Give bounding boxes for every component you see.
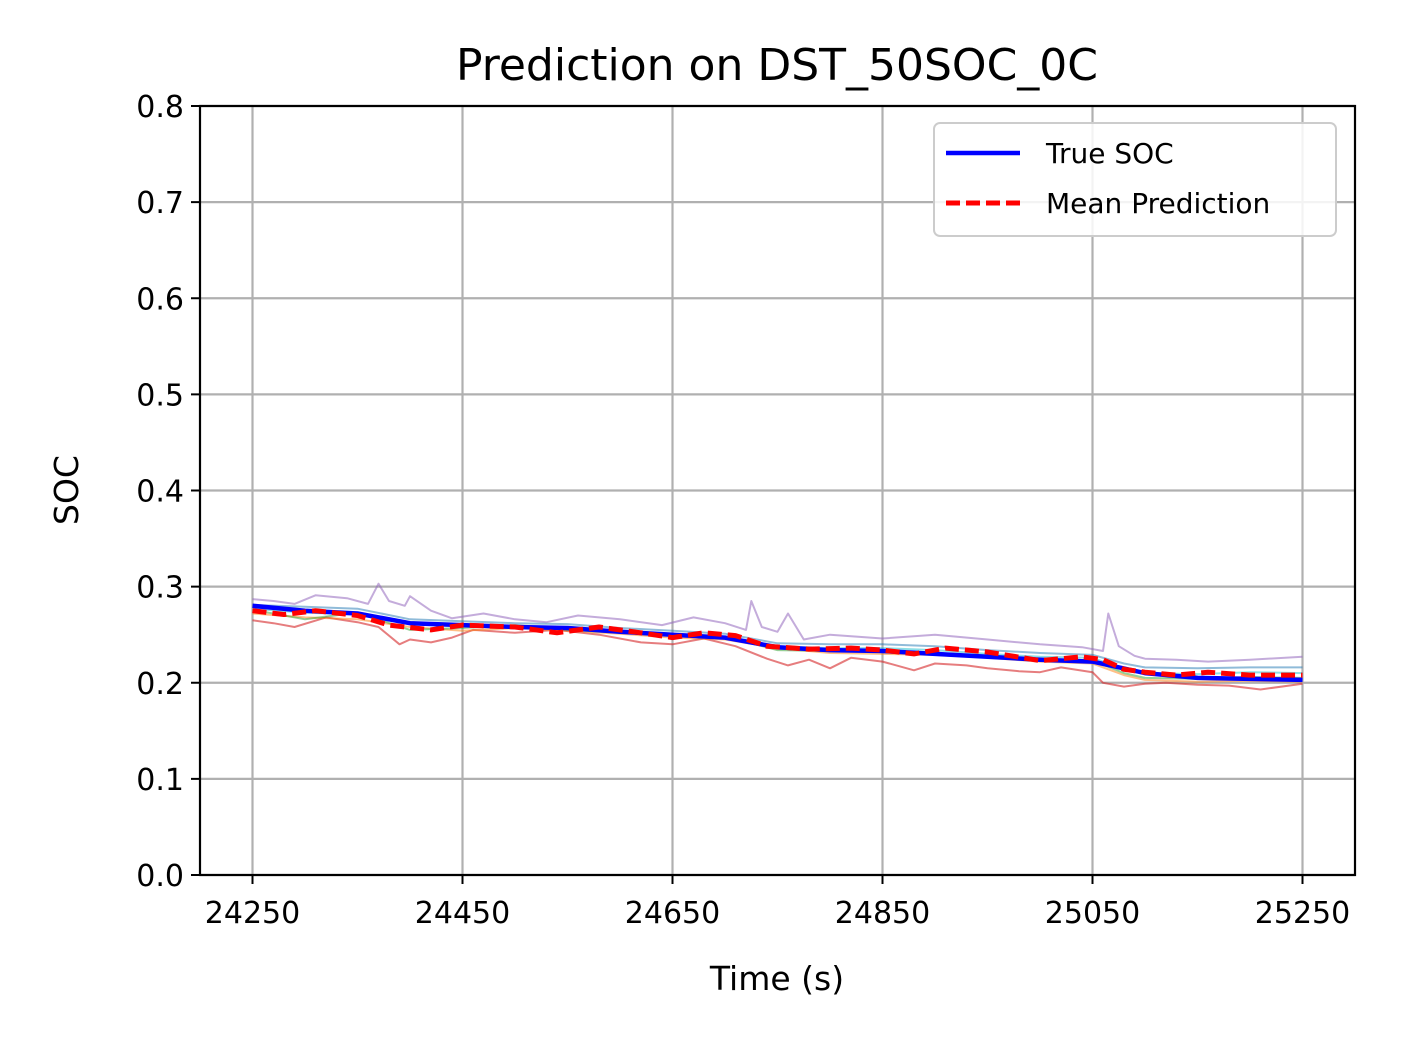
y-tick-label: 0.4 [136, 475, 184, 510]
series-line-sample-2 [252, 582, 1303, 663]
series-group [252, 582, 1303, 691]
x-tick-label: 24650 [625, 896, 720, 931]
legend-box [933, 122, 1337, 237]
series-line-sample-6 [252, 603, 1303, 670]
legend-label-mean-prediction: Mean Prediction [1046, 187, 1270, 220]
legend: True SOC Mean Prediction [933, 122, 1337, 237]
x-tick-label: 25050 [1045, 896, 1140, 931]
x-tick-label: 25250 [1255, 896, 1350, 931]
ticks: 24250 24450 24650 24850 25050 25250 0.0 0.1 0.2 0… [136, 90, 1350, 931]
y-tick-label: 0.6 [136, 282, 184, 317]
legend-label-true-soc: True SOC [1045, 137, 1174, 170]
chart-title: Prediction on DST_50SOC_0C [456, 40, 1098, 91]
y-tick-label: 0.7 [136, 186, 184, 221]
series-line-mean-prediction [252, 608, 1303, 678]
y-tick-label: 0.8 [136, 90, 184, 125]
y-tick-label: 0.3 [136, 571, 184, 606]
y-tick-label: 0.2 [136, 667, 184, 702]
x-axis-label: Time (s) [709, 959, 844, 998]
y-tick-label: 0.0 [136, 859, 184, 894]
series-line-sample-3 [252, 616, 1303, 691]
y-tick-label: 0.1 [136, 763, 184, 798]
y-tick-label: 0.5 [136, 378, 184, 413]
y-axis-label: SOC [47, 455, 86, 525]
x-tick-label: 24250 [205, 896, 300, 931]
x-tick-label: 24850 [835, 896, 930, 931]
x-tick-label: 24450 [415, 896, 510, 931]
